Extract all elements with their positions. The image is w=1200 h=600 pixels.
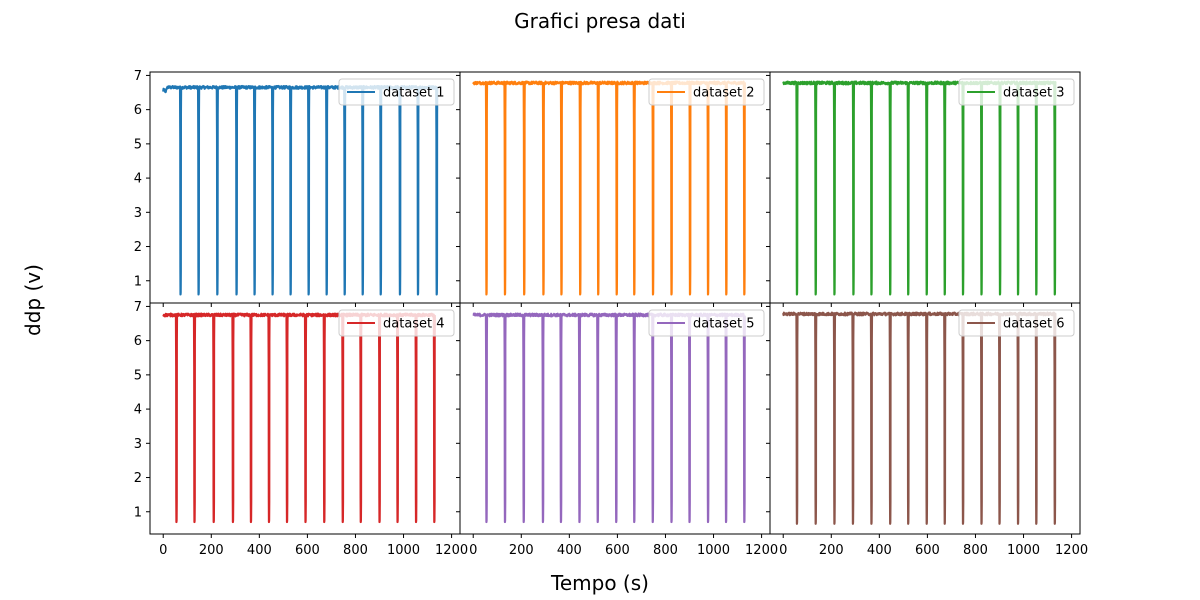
y-axis-label: ddp (v) [21,264,45,336]
series-line-5 [472,312,746,524]
y-tick-label: 5 [134,368,142,383]
x-tick-label: 1000 [1007,543,1040,558]
x-tick-label: 800 [963,543,988,558]
x-tick-label: 400 [867,543,892,558]
subplot-grid: 1 2 3 4 5 6 7 dataset 1 dataset 2 dataset 3 1 2 3 4 5 6… [134,69,1088,558]
y-tick-label: 7 [134,69,142,84]
legend: dataset 3 [958,78,1075,106]
x-tick-label: 600 [605,543,630,558]
legend-box [648,78,765,106]
legend: dataset 1 [338,78,455,106]
y-tick-label: 6 [134,103,142,118]
series-line-3 [782,80,1057,296]
x-tick-label: 0 [469,543,477,558]
legend-label: dataset 5 [693,317,755,332]
x-tick-label: 1000 [697,543,730,558]
subplot-6: 0 200 400 600 800 1000 1200 dataset 6 [766,302,1088,558]
x-tick-label: 200 [819,543,844,558]
legend-label: dataset 4 [383,317,445,332]
x-tick-label: 800 [343,543,368,558]
legend-box [648,309,765,337]
y-tick-label: 2 [134,471,142,486]
y-tick-label: 3 [134,437,142,452]
x-tick-label: 1200 [435,543,468,558]
legend-box [338,78,455,106]
series-line-1 [162,84,439,296]
series-line-2 [472,80,746,296]
x-tick-label: 1200 [745,543,778,558]
legend-label: dataset 1 [383,86,445,101]
x-tick-label: 400 [557,543,582,558]
series-line-4 [162,312,436,524]
legend-label: dataset 6 [1003,317,1065,332]
x-tick-label: 1000 [387,543,420,558]
y-tick-label: 7 [134,300,142,315]
x-tick-label: 200 [199,543,224,558]
x-tick-label: 800 [653,543,678,558]
legend: dataset 4 [338,309,455,337]
y-tick-label: 4 [134,403,142,418]
legend-box [958,309,1075,337]
legend: dataset 5 [648,309,765,337]
x-tick-label: 0 [779,543,787,558]
x-tick-label: 600 [915,543,940,558]
y-tick-label: 5 [134,137,142,152]
x-tick-label: 200 [509,543,534,558]
y-tick-label: 6 [134,334,142,349]
legend-box [338,309,455,337]
y-tick-label: 1 [134,274,142,289]
y-tick-label: 3 [134,206,142,221]
axes-frame [459,71,771,304]
figure-title: Grafici presa dati [514,9,686,33]
y-tick-label: 1 [134,505,142,520]
y-tick-label: 2 [134,240,142,255]
legend: dataset 6 [958,309,1075,337]
legend: dataset 2 [648,78,765,106]
axes-frame [149,71,461,304]
subplot-2: dataset 2 [456,71,771,307]
x-tick-label: 600 [295,543,320,558]
x-tick-label: 1200 [1055,543,1088,558]
y-tick-label: 4 [134,172,142,187]
subplot-3: dataset 3 [766,71,1081,307]
x-axis-label: Tempo (s) [550,571,649,595]
legend-label: dataset 2 [693,86,755,101]
x-tick-label: 0 [159,543,167,558]
subplot-4: 1 2 3 4 5 6 7 0 200 400 600 800 1000 1200 dataset 4 [134,300,468,558]
subplot-5: 0 200 400 600 800 1000 1200 dataset 5 [456,302,778,558]
subplot-1: 1 2 3 4 5 6 7 dataset 1 [134,69,461,307]
series-line-6 [782,311,1057,525]
legend-box [958,78,1075,106]
legend-label: dataset 3 [1003,86,1065,101]
axes-frame [769,302,1081,535]
x-tick-label: 400 [247,543,272,558]
